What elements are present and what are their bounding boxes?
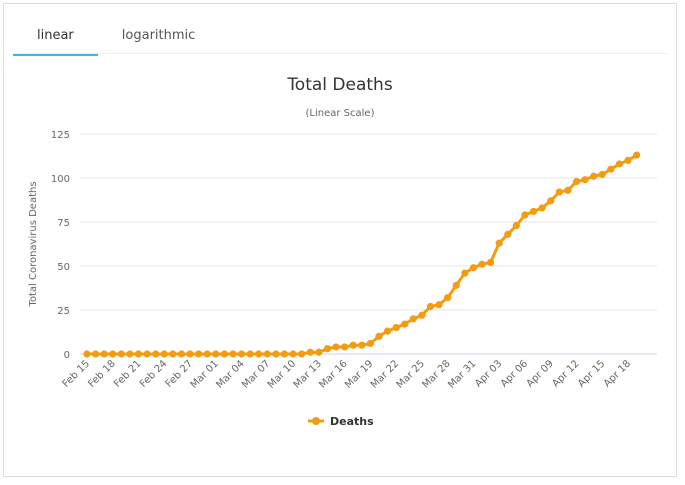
data-point[interactable] [409, 315, 417, 323]
x-tick-label: Feb 15 [61, 358, 93, 390]
data-point[interactable] [444, 294, 452, 302]
y-axis-label: Total Coronavirus Deaths [28, 181, 39, 307]
data-point[interactable] [598, 170, 606, 179]
legend-item-deaths[interactable]: Deaths [308, 415, 374, 428]
data-point[interactable] [169, 350, 177, 358]
x-tick-label: Feb 18 [86, 358, 118, 390]
data-point[interactable] [435, 301, 443, 309]
data-point[interactable] [332, 343, 340, 351]
data-point[interactable] [152, 350, 160, 358]
data-point[interactable] [229, 350, 237, 358]
data-point[interactable] [521, 211, 529, 219]
data-point[interactable] [109, 350, 117, 358]
data-point[interactable] [624, 156, 632, 164]
tab-divider [13, 53, 667, 54]
data-point[interactable] [375, 332, 383, 340]
data-point[interactable] [615, 160, 624, 168]
data-point[interactable] [512, 221, 520, 230]
data-point[interactable] [134, 350, 143, 358]
data-point[interactable] [280, 350, 289, 358]
data-point[interactable] [246, 350, 254, 358]
data-point[interactable] [195, 350, 203, 358]
data-point[interactable] [160, 350, 168, 358]
data-point[interactable] [83, 350, 91, 358]
data-point[interactable] [220, 350, 228, 358]
data-point[interactable] [555, 188, 563, 196]
x-tick-label: Apr 15 [576, 358, 607, 389]
data-point[interactable] [298, 350, 306, 358]
data-point[interactable] [349, 341, 357, 349]
data-point[interactable] [186, 350, 194, 358]
data-point[interactable] [237, 350, 246, 358]
x-tick-label: Mar 31 [446, 358, 478, 390]
tab-logarithmic[interactable]: logarithmic [121, 28, 196, 43]
data-point[interactable] [572, 177, 581, 186]
deaths-line [87, 153, 638, 356]
data-point[interactable] [392, 324, 400, 332]
data-point[interactable] [323, 345, 332, 353]
data-point[interactable] [478, 260, 486, 268]
y-tick-label: 50 [57, 262, 70, 273]
data-point[interactable] [315, 348, 323, 356]
y-tick-label: 100 [51, 174, 70, 185]
data-point[interactable] [100, 350, 108, 358]
x-tick-label: Feb 21 [112, 358, 144, 390]
x-tick-label: Apr 06 [499, 358, 530, 389]
tab-linear[interactable]: linear [13, 22, 98, 56]
data-point[interactable] [143, 350, 151, 358]
x-tick-label: Apr 18 [602, 358, 633, 389]
data-point[interactable] [581, 176, 589, 184]
data-point[interactable] [126, 350, 134, 358]
data-point[interactable] [564, 186, 572, 194]
data-point[interactable] [358, 341, 366, 349]
y-tick-label: 125 [51, 130, 70, 141]
data-point[interactable] [504, 230, 512, 238]
data-point[interactable] [538, 204, 546, 212]
data-point[interactable] [418, 311, 426, 319]
x-tick-label: Apr 09 [525, 358, 556, 389]
data-point[interactable] [529, 207, 538, 216]
data-point[interactable] [263, 350, 271, 358]
data-point[interactable] [341, 343, 349, 351]
chart-card: linear logarithmic [3, 3, 677, 477]
y-tick-label: 25 [57, 306, 70, 317]
x-tick-label: Apr 12 [550, 358, 581, 389]
data-point[interactable] [590, 172, 598, 180]
legend-marker [312, 417, 320, 425]
data-point[interactable] [289, 350, 297, 358]
data-point[interactable] [547, 197, 555, 205]
scale-tabs: linear logarithmic [13, 22, 219, 56]
data-point[interactable] [487, 258, 495, 267]
data-point[interactable] [177, 350, 186, 358]
data-point[interactable] [255, 350, 263, 358]
data-point[interactable] [495, 239, 503, 247]
data-point[interactable] [461, 269, 469, 277]
data-point[interactable] [366, 339, 374, 348]
data-point[interactable] [383, 327, 392, 335]
data-point[interactable] [452, 281, 460, 289]
data-point[interactable] [469, 264, 478, 272]
data-point[interactable] [632, 151, 641, 159]
legend-label: Deaths [330, 415, 374, 428]
x-tick-label: Feb 24 [138, 358, 170, 390]
data-point[interactable] [212, 350, 220, 358]
data-point[interactable] [203, 350, 211, 358]
y-tick-label: 0 [64, 350, 70, 361]
y-tick-label: 75 [57, 218, 70, 229]
x-tick-label: Apr 03 [473, 358, 504, 389]
data-point[interactable] [272, 350, 280, 358]
data-point[interactable] [117, 350, 125, 358]
chart-title: Total Deaths [286, 75, 393, 95]
data-point[interactable] [91, 350, 100, 358]
data-point[interactable] [401, 320, 409, 328]
data-point[interactable] [426, 302, 435, 311]
data-point[interactable] [607, 165, 615, 173]
chart-subtitle: (Linear Scale) [306, 108, 375, 119]
data-point[interactable] [306, 348, 314, 356]
